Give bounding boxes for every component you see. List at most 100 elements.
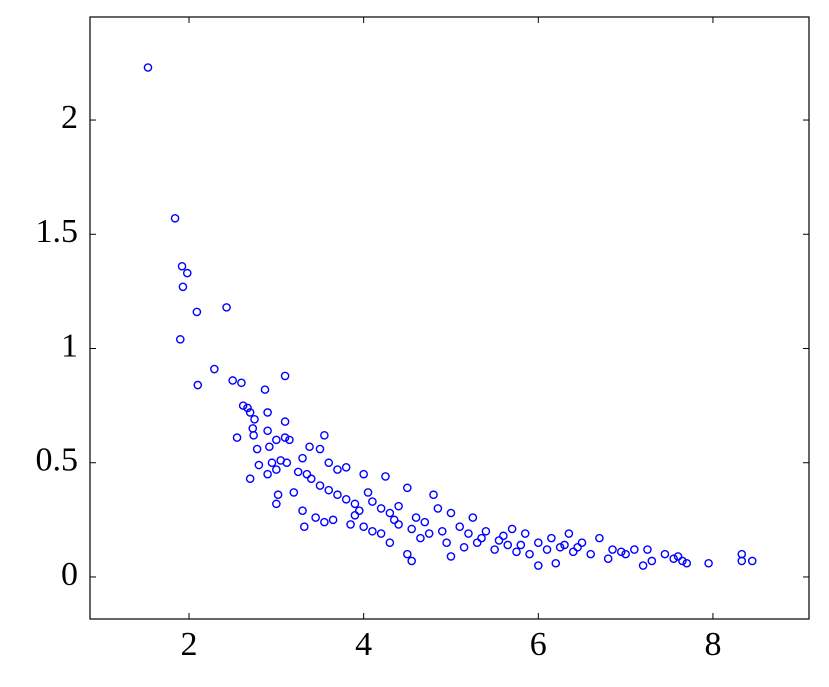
point (551, 558, 561, 568)
point (273, 490, 283, 500)
point (464, 529, 473, 538)
point (324, 485, 334, 495)
point (320, 431, 329, 440)
point (341, 463, 351, 472)
point (472, 538, 482, 547)
point (293, 467, 303, 477)
point (385, 508, 395, 518)
point (305, 442, 314, 452)
point (534, 538, 543, 547)
point (403, 549, 412, 559)
point (737, 556, 747, 566)
point (455, 522, 465, 532)
point (442, 538, 451, 547)
point (285, 435, 294, 445)
point (534, 561, 543, 570)
point (350, 510, 360, 520)
point (245, 474, 255, 484)
point (177, 261, 187, 271)
y-tick-label: 0.5 (36, 442, 79, 479)
point (282, 458, 292, 468)
point (252, 444, 262, 454)
point (437, 526, 447, 536)
point (481, 526, 491, 536)
point (263, 426, 272, 436)
point (555, 542, 565, 552)
point (403, 483, 412, 493)
point (503, 540, 513, 550)
point (638, 561, 648, 570)
x-tick-label: 6 (530, 626, 547, 663)
point (222, 303, 231, 312)
point (263, 408, 272, 417)
point (647, 556, 657, 566)
point (490, 545, 499, 554)
point (289, 488, 299, 497)
point (394, 520, 403, 529)
point (254, 460, 264, 470)
point (272, 499, 281, 509)
point (302, 469, 312, 479)
point (499, 531, 508, 541)
point (250, 415, 259, 424)
point (468, 513, 478, 522)
y-tick-label: 2 (61, 99, 78, 136)
y-tick-label: 0 (61, 556, 78, 593)
point (616, 547, 626, 557)
point (525, 549, 534, 559)
point (673, 552, 683, 561)
point (368, 497, 377, 506)
point (704, 558, 713, 568)
y-tick-label: 1 (61, 327, 78, 364)
point (320, 517, 329, 527)
point (298, 453, 307, 463)
point (280, 417, 290, 426)
point (324, 458, 334, 468)
x-tick-label: 8 (704, 626, 721, 663)
point (328, 515, 338, 525)
plot-frame (89, 16, 810, 620)
point (359, 522, 368, 532)
point (341, 494, 351, 504)
point (143, 63, 153, 72)
point (643, 545, 652, 554)
point (359, 469, 368, 479)
point (346, 520, 355, 529)
point (249, 431, 258, 440)
point (477, 533, 486, 543)
point (560, 540, 569, 550)
point (193, 380, 203, 390)
point (621, 549, 630, 559)
point (238, 401, 248, 410)
point (494, 536, 504, 545)
point (411, 513, 421, 522)
point (389, 515, 399, 525)
point (660, 549, 670, 559)
point (737, 549, 747, 559)
point (299, 522, 309, 532)
point (192, 307, 202, 317)
point (354, 506, 364, 516)
point (630, 545, 639, 554)
point (420, 517, 430, 527)
point (376, 504, 386, 513)
point (568, 547, 578, 557)
point (433, 504, 443, 513)
point (178, 282, 188, 292)
point (424, 529, 434, 538)
point (669, 554, 678, 563)
point (265, 442, 274, 452)
point (459, 542, 469, 552)
point (507, 524, 517, 534)
point (407, 524, 416, 534)
point (170, 213, 180, 223)
point (350, 499, 360, 509)
point (243, 403, 252, 413)
point (446, 552, 456, 561)
point (280, 371, 290, 381)
point (248, 424, 258, 433)
point (564, 529, 574, 538)
point (272, 465, 281, 474)
point (682, 558, 692, 568)
point (608, 545, 617, 554)
